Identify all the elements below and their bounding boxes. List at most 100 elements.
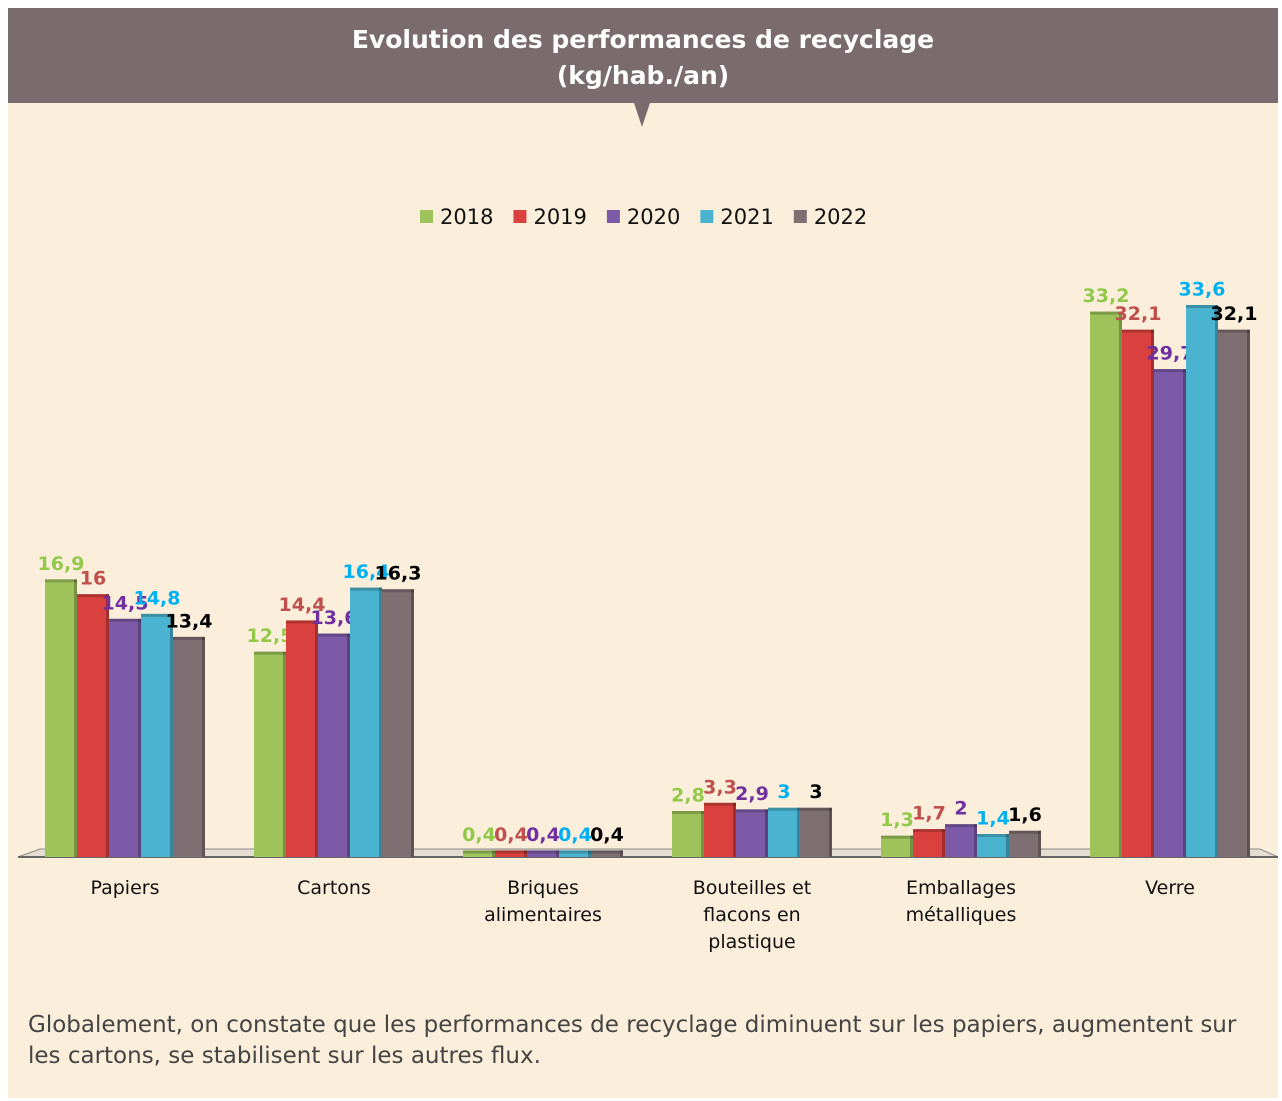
- bar-top: [977, 834, 1009, 837]
- bar: [736, 809, 768, 857]
- bar-side: [138, 618, 141, 857]
- bar-side: [701, 811, 704, 857]
- bar-side: [170, 613, 173, 857]
- bar-side: [411, 589, 414, 857]
- data-label: 14,8: [134, 587, 181, 609]
- bar-top: [382, 589, 414, 593]
- data-label: 2,9: [735, 783, 769, 805]
- data-label: 13,4: [166, 610, 213, 632]
- chart-subtitle: (kg/hab./an): [557, 61, 729, 90]
- bar: [672, 811, 704, 857]
- x-tick-label: Bouteilles et flacons en plastique: [692, 877, 812, 953]
- bar-side: [556, 850, 559, 857]
- bar: [1090, 311, 1122, 858]
- bar-top: [1218, 329, 1250, 333]
- bar-side: [974, 824, 977, 857]
- bar: [881, 835, 913, 857]
- bar: [350, 587, 382, 857]
- legend-swatch: [606, 210, 620, 223]
- bar-top: [591, 850, 623, 854]
- data-label: 14,5: [102, 592, 149, 614]
- data-label: 16,3: [375, 563, 422, 585]
- bar-side: [910, 835, 913, 857]
- bar: [591, 850, 623, 857]
- bar-top: [254, 651, 286, 655]
- data-label: 12,5: [247, 625, 294, 647]
- bar-side: [829, 807, 832, 857]
- bar-top: [173, 636, 205, 640]
- legend-swatch: [793, 210, 807, 223]
- x-tick-label: Emballages métalliques: [905, 877, 1017, 926]
- bar-side: [1038, 830, 1041, 857]
- bar-side: [492, 850, 495, 857]
- bar-top: [1090, 311, 1122, 315]
- floor: [17, 848, 1279, 858]
- bar: [77, 594, 109, 857]
- bar-top: [109, 618, 141, 622]
- header-band: [8, 8, 1278, 127]
- bar: [945, 824, 977, 857]
- bar-top: [527, 850, 559, 854]
- data-label: 3: [809, 781, 822, 803]
- bar-top: [768, 807, 800, 811]
- bar-top: [463, 850, 495, 854]
- x-tick-label: Papiers: [90, 877, 160, 899]
- bar-top: [672, 811, 704, 814]
- legend-swatch: [700, 210, 714, 223]
- bar-side: [797, 807, 800, 857]
- bar-top: [495, 850, 527, 854]
- bar-top: [1009, 830, 1041, 834]
- bar-side: [202, 636, 205, 857]
- bar: [768, 807, 800, 857]
- bar-top: [77, 594, 109, 598]
- legend-label: 2019: [533, 205, 586, 229]
- chart-panel: [8, 8, 1278, 1098]
- bar-top: [800, 807, 832, 811]
- bar: [704, 802, 736, 857]
- data-label: 32,1: [1115, 303, 1162, 325]
- bar-side: [106, 594, 109, 857]
- chart-title: Evolution des performances de recyclage: [352, 25, 934, 54]
- x-tick-label: Verre: [1145, 877, 1195, 899]
- bar: [800, 807, 832, 857]
- bar-side: [1119, 311, 1122, 858]
- data-label: 0,4: [558, 824, 592, 846]
- bar: [45, 579, 77, 857]
- data-label: 32,1: [1211, 303, 1258, 325]
- data-label: 29,7: [1147, 343, 1194, 365]
- bar-top: [286, 620, 318, 624]
- legend-label: 2021: [720, 205, 773, 229]
- bar: [109, 618, 141, 857]
- bar: [1154, 369, 1186, 857]
- legend-label: 2018: [440, 205, 493, 229]
- bar-top: [881, 835, 913, 839]
- data-label: 2: [954, 798, 967, 820]
- bar-side: [283, 651, 286, 857]
- bar: [495, 850, 527, 857]
- bar-top: [350, 587, 382, 591]
- data-label: 1,4: [976, 808, 1010, 830]
- data-label: 0,4: [526, 824, 560, 846]
- bar-side: [347, 633, 350, 857]
- legend-label: 2020: [627, 205, 680, 229]
- bar: [463, 850, 495, 857]
- bar-top: [945, 824, 977, 828]
- bar-side: [74, 579, 77, 857]
- data-label: 33,2: [1083, 285, 1130, 307]
- bar: [1218, 329, 1250, 858]
- legend-swatch: [513, 210, 527, 223]
- bar-side: [524, 850, 527, 857]
- bar: [1186, 305, 1218, 857]
- bar: [559, 850, 591, 857]
- bar: [1122, 329, 1154, 858]
- bar: [1009, 830, 1041, 857]
- data-label: 0,4: [590, 824, 624, 846]
- bar: [318, 633, 350, 857]
- bar-top: [559, 850, 591, 854]
- bar-side: [379, 587, 382, 857]
- x-tick-label: Briques alimentaires: [484, 877, 602, 926]
- data-label: 0,4: [462, 824, 496, 846]
- bar: [913, 829, 945, 857]
